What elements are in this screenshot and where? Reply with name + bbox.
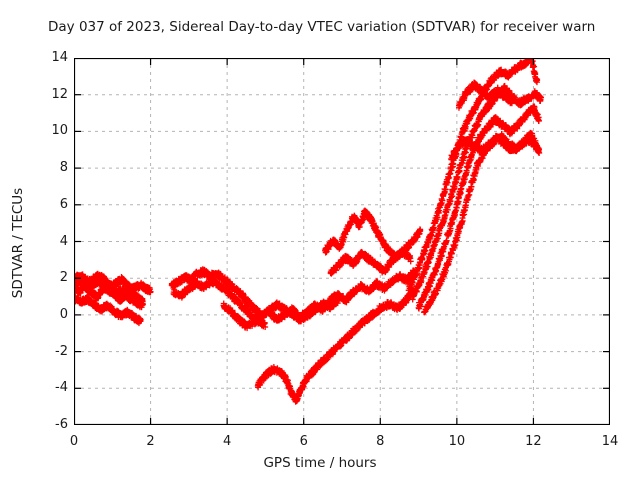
page-title: Day 037 of 2023, Sidereal Day-to-day VTE… (48, 19, 596, 35)
y-tick-label: 12 (51, 86, 68, 102)
y-tick-label: 8 (59, 160, 68, 176)
x-axis-ticks: 0 2 4 6 8 10 12 14 (70, 432, 618, 456)
x-tick-label: 14 (601, 434, 619, 449)
x-tick-label: 6 (299, 434, 308, 449)
y-tick-label: 6 (59, 196, 68, 212)
x-tick-label: 0 (69, 434, 79, 449)
x-tick-label: 2 (146, 434, 155, 449)
y-tick-label: 14 (51, 50, 68, 65)
x-tick-label: 12 (525, 434, 542, 449)
x-axis-label: GPS time / hours (263, 455, 377, 471)
y-tick-label: 4 (59, 233, 68, 249)
scatter-plot-svg (74, 58, 610, 425)
x-tick-label: 10 (448, 434, 466, 449)
y-axis-ticks: -6 -4 -2 0 2 4 6 8 10 12 14 (0, 50, 68, 432)
y-tick-label: 2 (59, 270, 68, 286)
y-tick-label: 10 (51, 123, 68, 139)
plot-area (74, 58, 610, 425)
y-tick-label: -6 (55, 417, 68, 432)
y-tick-label: -4 (55, 380, 68, 396)
y-tick-label: 0 (59, 306, 68, 322)
x-tick-label: 8 (376, 434, 385, 449)
y-tick-label: -2 (55, 343, 68, 359)
x-tick-label: 4 (223, 434, 232, 449)
